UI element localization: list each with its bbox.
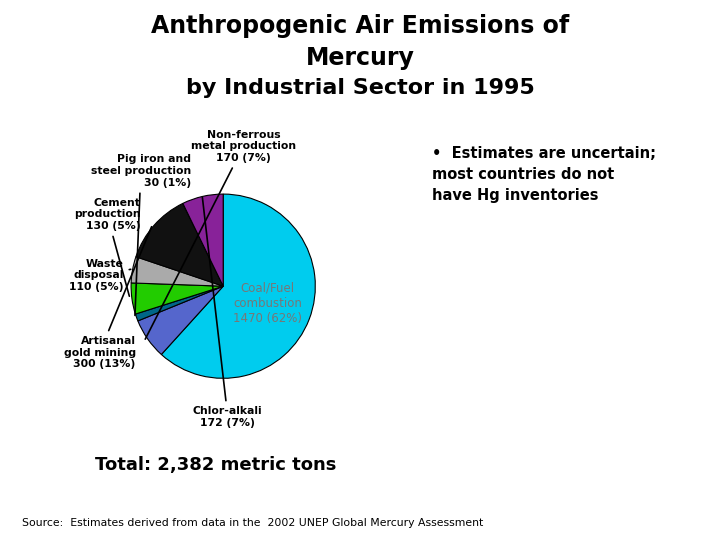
Wedge shape [138,286,223,354]
Text: Anthropogenic Air Emissions of: Anthropogenic Air Emissions of [151,14,569,37]
Text: Pig iron and
steel production
30 (1%): Pig iron and steel production 30 (1%) [91,154,191,315]
Text: Non-ferrous
metal production
170 (7%): Non-ferrous metal production 170 (7%) [145,130,296,339]
Text: Chlor-alkali
172 (7%): Chlor-alkali 172 (7%) [193,198,263,428]
Wedge shape [135,286,223,321]
Wedge shape [131,283,223,314]
Text: Source:  Estimates derived from data in the  2002 UNEP Global Mercury Assessment: Source: Estimates derived from data in t… [22,518,483,528]
Text: Mercury: Mercury [305,46,415,70]
Text: Cement
production
130 (5%): Cement production 130 (5%) [73,198,140,296]
Wedge shape [136,204,223,286]
Wedge shape [183,194,223,286]
Text: Waste
disposal
110 (5%): Waste disposal 110 (5%) [69,259,131,292]
Wedge shape [161,194,315,379]
Text: Coal/Fuel
combustion
1470 (62%): Coal/Fuel combustion 1470 (62%) [233,282,302,325]
Text: •  Estimates are uncertain;
most countries do not
have Hg inventories: • Estimates are uncertain; most countrie… [432,146,656,203]
Text: Total: 2,382 metric tons: Total: 2,382 metric tons [95,456,337,474]
Wedge shape [131,256,223,286]
Text: Artisanal
gold mining
300 (13%): Artisanal gold mining 300 (13%) [63,227,152,369]
Text: by Industrial Sector in 1995: by Industrial Sector in 1995 [186,78,534,98]
